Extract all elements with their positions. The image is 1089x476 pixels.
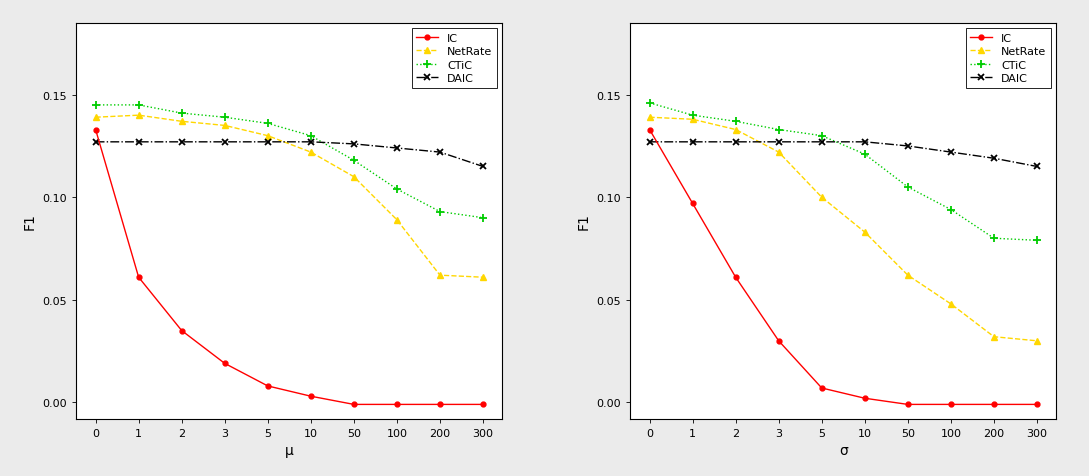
DAIC — [304, 139, 317, 145]
NetRate — [816, 195, 829, 201]
NetRate — [390, 218, 403, 223]
DAIC — [686, 139, 699, 145]
CTiC — [772, 128, 785, 133]
IC — [347, 402, 360, 407]
NetRate — [175, 119, 188, 125]
NetRate — [89, 115, 102, 121]
DAIC — [261, 139, 274, 145]
DAIC — [390, 146, 403, 151]
NetRate — [347, 175, 360, 180]
NetRate — [1030, 338, 1043, 344]
DAIC — [218, 139, 231, 145]
CTiC — [304, 134, 317, 139]
NetRate — [858, 230, 871, 236]
IC — [89, 128, 102, 133]
NetRate — [730, 128, 743, 133]
DAIC — [944, 150, 957, 156]
CTiC — [816, 134, 829, 139]
IC — [686, 201, 699, 207]
Line: IC: IC — [94, 128, 486, 407]
Legend: IC, NetRate, CTiC, DAIC: IC, NetRate, CTiC, DAIC — [966, 30, 1051, 89]
Line: IC: IC — [647, 128, 1039, 407]
IC — [132, 275, 145, 280]
DAIC — [988, 156, 1001, 162]
Line: DAIC: DAIC — [93, 139, 486, 170]
CTiC — [944, 207, 957, 213]
NetRate — [643, 115, 656, 121]
IC — [988, 402, 1001, 407]
NetRate — [772, 150, 785, 156]
CTiC — [686, 113, 699, 119]
NetRate — [686, 117, 699, 123]
Line: CTiC: CTiC — [646, 99, 1041, 245]
NetRate — [218, 123, 231, 129]
IC — [730, 275, 743, 280]
IC — [433, 402, 446, 407]
IC — [816, 385, 829, 391]
Line: DAIC: DAIC — [647, 139, 1040, 170]
IC — [643, 128, 656, 133]
CTiC — [218, 115, 231, 121]
IC — [944, 402, 957, 407]
DAIC — [643, 139, 656, 145]
DAIC — [1030, 164, 1043, 170]
DAIC — [89, 139, 102, 145]
IC — [261, 383, 274, 389]
NetRate — [944, 301, 957, 307]
NetRate — [433, 273, 446, 278]
DAIC — [902, 144, 915, 149]
DAIC — [132, 139, 145, 145]
DAIC — [433, 150, 446, 156]
CTiC — [261, 121, 274, 127]
NetRate — [902, 273, 915, 278]
DAIC — [175, 139, 188, 145]
IC — [772, 338, 785, 344]
Y-axis label: F1: F1 — [577, 213, 591, 230]
DAIC — [816, 139, 829, 145]
IC — [175, 328, 188, 334]
CTiC — [477, 216, 490, 221]
IC — [858, 396, 871, 401]
IC — [390, 402, 403, 407]
NetRate — [477, 275, 490, 280]
CTiC — [433, 209, 446, 215]
IC — [1030, 402, 1043, 407]
X-axis label: σ: σ — [839, 444, 847, 457]
DAIC — [730, 139, 743, 145]
NetRate — [988, 334, 1001, 340]
Y-axis label: F1: F1 — [23, 213, 37, 230]
Legend: IC, NetRate, CTiC, DAIC: IC, NetRate, CTiC, DAIC — [412, 30, 497, 89]
CTiC — [390, 187, 403, 192]
Line: CTiC: CTiC — [91, 101, 487, 222]
CTiC — [1030, 238, 1043, 244]
CTiC — [89, 103, 102, 109]
CTiC — [175, 111, 188, 117]
Line: NetRate: NetRate — [647, 115, 1040, 344]
CTiC — [132, 103, 145, 109]
CTiC — [347, 158, 360, 164]
DAIC — [858, 139, 871, 145]
NetRate — [304, 150, 317, 156]
IC — [902, 402, 915, 407]
NetRate — [132, 113, 145, 119]
X-axis label: μ: μ — [285, 444, 294, 457]
Line: NetRate: NetRate — [93, 113, 486, 281]
DAIC — [772, 139, 785, 145]
CTiC — [988, 236, 1001, 242]
IC — [218, 361, 231, 367]
CTiC — [730, 119, 743, 125]
CTiC — [902, 185, 915, 190]
IC — [477, 402, 490, 407]
CTiC — [643, 101, 656, 107]
CTiC — [858, 152, 871, 158]
NetRate — [261, 134, 274, 139]
DAIC — [477, 164, 490, 170]
IC — [304, 394, 317, 399]
DAIC — [347, 142, 360, 148]
